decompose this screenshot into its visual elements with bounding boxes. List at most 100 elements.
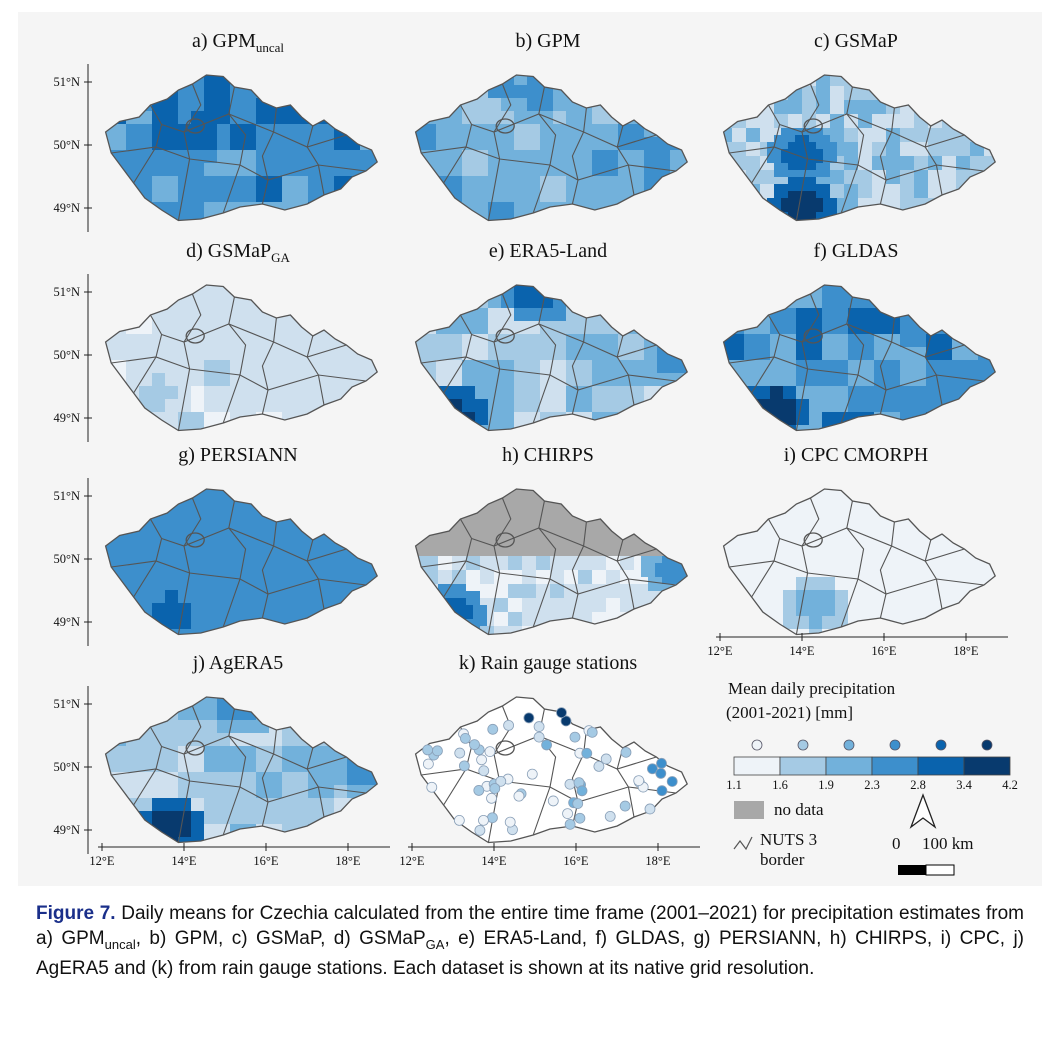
- station-marker: [576, 785, 588, 797]
- country-outline: [104, 696, 379, 844]
- grid-cell: [501, 137, 515, 151]
- grid-cell: [914, 177, 922, 185]
- grid-cell: [475, 321, 489, 335]
- grid-cell: [178, 189, 192, 203]
- grid-cell: [217, 75, 231, 86]
- lon-tick-label: 14°E: [481, 854, 506, 868]
- panel-title: h) CHIRPS: [502, 444, 594, 466]
- grid-cell: [662, 577, 670, 585]
- grid-cell: [648, 549, 656, 557]
- grid-cell: [783, 412, 797, 426]
- grid-cell: [746, 163, 754, 171]
- grid-cell: [191, 837, 205, 843]
- grid-cell: [963, 135, 971, 143]
- grid-cell: [480, 542, 488, 550]
- grid-cell: [334, 772, 348, 786]
- grid-cell: [893, 114, 901, 122]
- grid-cell: [243, 98, 257, 112]
- grid-cell: [970, 163, 978, 171]
- grid-cell: [585, 563, 593, 571]
- grid-cell: [796, 603, 810, 617]
- grid-cell: [466, 577, 474, 585]
- grid-cell: [935, 142, 943, 150]
- grid-cell: [557, 507, 565, 515]
- grid-cell: [809, 100, 817, 108]
- grid-cell: [475, 98, 489, 112]
- grid-cell: [802, 156, 810, 164]
- lat-tick-label: 49°N: [53, 411, 80, 425]
- grid-cell: [550, 549, 558, 557]
- grid-cell: [165, 590, 179, 604]
- grid-cell: [501, 412, 515, 426]
- grid-cell: [494, 528, 502, 536]
- grid-cell: [308, 590, 322, 604]
- grid-cell: [230, 150, 244, 164]
- grid-cell: [907, 142, 915, 150]
- grid-cell: [618, 347, 632, 361]
- border-label-line2: border: [760, 850, 805, 869]
- grid-cell: [757, 590, 771, 604]
- nuts3-border: [532, 500, 557, 628]
- grid-cell: [508, 619, 516, 627]
- grid-cell: [809, 551, 823, 565]
- grid-cell: [452, 528, 460, 536]
- grid-cell: [191, 215, 205, 221]
- lon-tick-label: 16°E: [563, 854, 588, 868]
- grid-cell: [760, 184, 768, 192]
- grid-cell: [553, 334, 567, 348]
- grid-cell: [449, 347, 463, 361]
- grid-cell: [599, 563, 607, 571]
- grid-cell: [438, 542, 446, 550]
- grid-cell: [204, 525, 218, 539]
- grid-cell: [978, 360, 992, 374]
- grid-cell: [913, 538, 927, 552]
- grid-cell: [816, 198, 824, 206]
- grid-cell: [783, 603, 797, 617]
- grid-cell: [165, 176, 179, 190]
- grid-cell: [514, 321, 528, 335]
- grid-cell: [606, 605, 614, 613]
- grid-cell: [139, 564, 153, 578]
- grid-cell: [641, 542, 649, 550]
- grid-cell: [295, 538, 309, 552]
- grid-cell: [907, 121, 915, 129]
- grid-cell: [935, 170, 943, 178]
- grid-cell: [529, 542, 537, 550]
- grid-cell: [774, 121, 782, 129]
- grid-cell: [861, 551, 875, 565]
- grid-cell: [872, 177, 880, 185]
- grid-cell: [438, 563, 446, 571]
- grid-cell: [921, 149, 929, 157]
- grid-cell: [126, 551, 140, 565]
- grid-cell: [599, 556, 607, 564]
- grid-cell: [522, 528, 530, 536]
- grid-cell: [204, 150, 218, 164]
- grid-cell: [823, 212, 831, 220]
- grid-cell: [334, 564, 348, 578]
- grid-cell: [984, 163, 992, 171]
- grid-cell: [204, 85, 218, 99]
- grid-cell: [781, 163, 789, 171]
- grid-cell: [767, 107, 775, 115]
- grid-cell: [347, 564, 361, 578]
- grid-cell: [452, 556, 460, 564]
- grid-cell: [473, 542, 481, 550]
- nuts3-border: [616, 335, 635, 406]
- grid-cell: [553, 98, 567, 112]
- nuts3-border: [161, 113, 347, 148]
- grid-cell: [282, 733, 296, 747]
- grid-cell: [165, 308, 179, 322]
- grid-cell: [816, 79, 824, 87]
- grid-cell: [522, 577, 530, 585]
- grid-cell: [501, 598, 509, 606]
- map-svg: [414, 696, 689, 844]
- grid-cell: [204, 399, 218, 413]
- grid-cell: [795, 121, 803, 129]
- nuts3-border: [306, 125, 325, 196]
- grid-cell: [508, 542, 516, 550]
- grid-cell: [837, 184, 845, 192]
- grid-cell: [191, 347, 205, 361]
- grid-cell: [830, 75, 838, 80]
- grid-cell: [522, 584, 530, 592]
- grid-cell: [900, 205, 908, 213]
